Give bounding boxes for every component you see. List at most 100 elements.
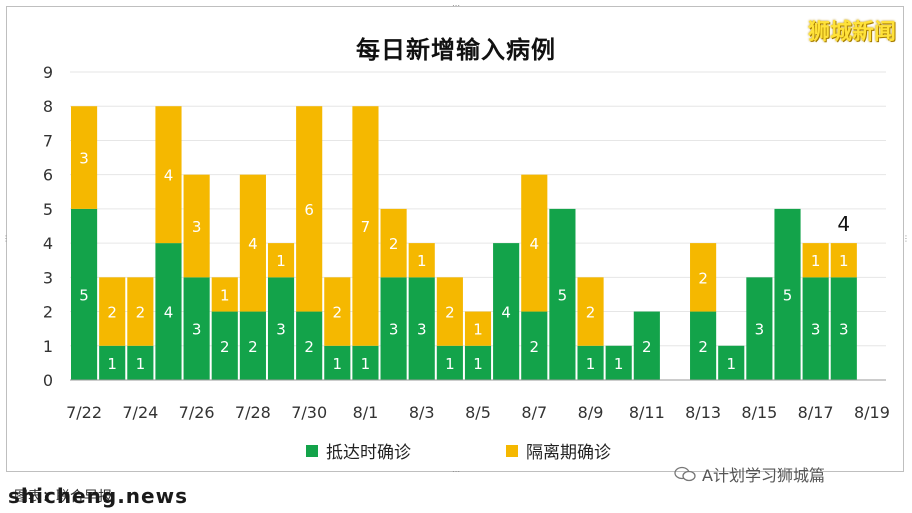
data-label-arrival: 3 <box>192 321 202 339</box>
data-label-arrival: 2 <box>220 338 230 356</box>
bar-quarantine <box>464 311 492 346</box>
y-tick-label: 5 <box>43 200 53 219</box>
x-tick-label: 7/22 <box>66 403 102 422</box>
bar-arrival <box>71 208 98 380</box>
bar-arrival <box>211 311 238 380</box>
bar-arrival <box>549 208 576 380</box>
data-label-arrival: 4 <box>164 304 174 322</box>
data-label-arrival: 1 <box>333 355 343 373</box>
data-label-quarantine: 2 <box>698 269 708 287</box>
x-tick-label: 8/1 <box>353 403 379 422</box>
bar-quarantine <box>155 106 182 244</box>
y-tick-label: 7 <box>43 131 53 150</box>
x-tick-label: 7/30 <box>291 403 327 422</box>
x-tick-label: 8/5 <box>465 403 491 422</box>
data-label-arrival: 1 <box>614 355 624 373</box>
data-label-quarantine: 2 <box>107 304 117 322</box>
data-label-arrival: 4 <box>501 304 511 322</box>
legend-label-quarantine: 隔离期确诊 <box>526 443 611 463</box>
data-label-arrival: 2 <box>642 338 652 356</box>
bar-arrival <box>746 277 773 380</box>
legend-swatch-quarantine <box>506 444 518 457</box>
data-label-arrival: 1 <box>445 355 455 373</box>
data-label-quarantine: 3 <box>79 150 89 168</box>
source-note: 图表：联合早报 <box>14 489 112 505</box>
data-label-arrival: 3 <box>755 321 765 339</box>
x-tick-label: 8/15 <box>741 403 777 422</box>
bar-arrival <box>774 208 801 380</box>
bar-arrival <box>830 277 857 380</box>
data-label-arrival: 1 <box>726 355 736 373</box>
bar-arrival <box>183 277 210 380</box>
resize-handle-right-icon[interactable]: ⋮ <box>902 234 910 243</box>
bar-quarantine <box>296 106 323 312</box>
data-label-arrival: 5 <box>558 286 568 304</box>
data-label-arrival: 2 <box>698 338 708 356</box>
bar-arrival <box>239 311 266 380</box>
bar-quarantine <box>352 106 379 346</box>
data-label-arrival: 1 <box>136 355 146 373</box>
legend-label-arrival: 抵达时确诊 <box>326 443 411 463</box>
data-label-quarantine: 1 <box>417 252 427 270</box>
x-tick-label: 8/11 <box>629 403 665 422</box>
data-label-arrival: 3 <box>839 321 849 339</box>
resize-handle-left-icon[interactable]: ⋮ <box>2 234 10 243</box>
y-tick-label: 6 <box>43 166 53 185</box>
bar-quarantine <box>71 106 98 209</box>
bar-quarantine <box>239 174 266 312</box>
data-label-quarantine: 6 <box>304 201 314 219</box>
data-label-arrival: 3 <box>811 321 821 339</box>
x-tick-label: 7/24 <box>122 403 158 422</box>
bar-arrival <box>577 345 604 380</box>
bar-arrival <box>324 345 351 380</box>
data-label-quarantine: 3 <box>192 218 202 236</box>
site-watermark: shicheng.news <box>8 484 188 508</box>
bar-arrival <box>718 345 745 380</box>
data-label-quarantine: 1 <box>811 252 821 270</box>
bar-quarantine <box>577 277 604 346</box>
data-label-quarantine: 7 <box>361 218 371 236</box>
bar-arrival <box>352 345 379 380</box>
watermark-text: A计划学习狮城篇 <box>702 466 825 485</box>
brand-logo-text: 狮城新闻 <box>807 20 896 45</box>
data-label-arrival: 3 <box>389 321 399 339</box>
bar-quarantine <box>408 243 435 278</box>
y-tick-label: 4 <box>43 234 53 253</box>
resize-handle-bottom-icon[interactable]: ⋯ <box>452 467 460 476</box>
bar-quarantine <box>324 277 351 346</box>
bar-arrival <box>493 243 520 380</box>
data-label-arrival: 3 <box>417 321 427 339</box>
bar-arrival <box>464 345 492 380</box>
bar-arrival <box>605 345 632 380</box>
bar-quarantine <box>802 243 829 278</box>
data-label-quarantine: 1 <box>839 252 849 270</box>
data-label-arrival: 2 <box>530 338 540 356</box>
x-tick-label: 8/19 <box>854 403 890 422</box>
bar-quarantine <box>380 208 407 278</box>
data-label-arrival: 1 <box>107 355 117 373</box>
y-tick-label: 0 <box>43 371 53 390</box>
bar-quarantine <box>211 277 238 312</box>
data-label-quarantine: 2 <box>586 304 596 322</box>
bar-arrival <box>267 277 295 380</box>
bar-quarantine <box>127 277 154 346</box>
x-tick-label: 8/3 <box>409 403 435 422</box>
bar-quarantine <box>267 243 295 278</box>
wechat-icon <box>674 466 696 482</box>
resize-handle-top-icon[interactable]: ⋯ <box>452 1 460 10</box>
y-tick-label: 8 <box>43 97 53 116</box>
data-label-arrival: 1 <box>586 355 596 373</box>
data-label-quarantine: 1 <box>220 286 230 304</box>
data-label-quarantine: 2 <box>389 235 399 253</box>
bar-arrival <box>127 345 154 380</box>
legend-item-arrival: 抵达时确诊 <box>306 438 411 463</box>
data-label-quarantine: 2 <box>136 304 146 322</box>
data-label-quarantine: 1 <box>473 321 483 339</box>
x-tick-label: 8/13 <box>685 403 721 422</box>
data-label-arrival: 2 <box>304 338 314 356</box>
bar-arrival <box>802 277 829 380</box>
data-label-arrival: 1 <box>361 355 371 373</box>
bar-arrival <box>155 243 182 380</box>
bar-arrival <box>99 345 126 380</box>
